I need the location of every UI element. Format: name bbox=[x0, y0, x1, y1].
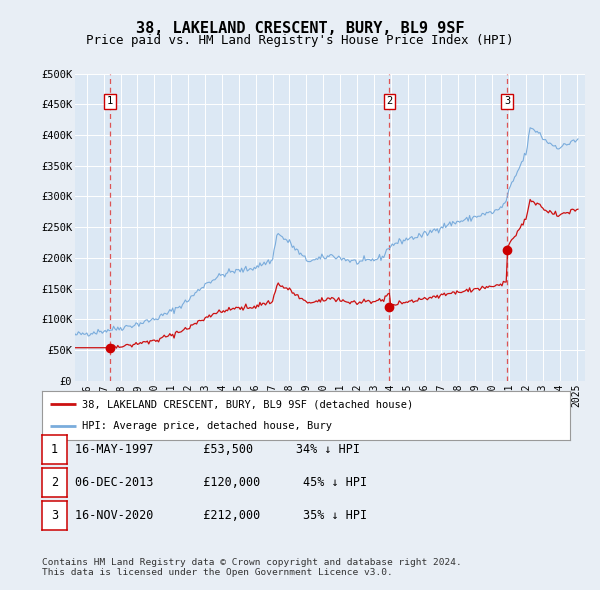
Text: 16-NOV-2020       £212,000      35% ↓ HPI: 16-NOV-2020 £212,000 35% ↓ HPI bbox=[75, 509, 367, 522]
Text: 38, LAKELAND CRESCENT, BURY, BL9 9SF (detached house): 38, LAKELAND CRESCENT, BURY, BL9 9SF (de… bbox=[82, 399, 413, 409]
Text: 16-MAY-1997       £53,500      34% ↓ HPI: 16-MAY-1997 £53,500 34% ↓ HPI bbox=[75, 443, 360, 456]
Text: 3: 3 bbox=[51, 509, 58, 522]
Text: HPI: Average price, detached house, Bury: HPI: Average price, detached house, Bury bbox=[82, 421, 332, 431]
Text: Price paid vs. HM Land Registry's House Price Index (HPI): Price paid vs. HM Land Registry's House … bbox=[86, 34, 514, 47]
Text: 3: 3 bbox=[504, 96, 510, 106]
Text: Contains HM Land Registry data © Crown copyright and database right 2024.
This d: Contains HM Land Registry data © Crown c… bbox=[42, 558, 462, 577]
Text: 2: 2 bbox=[51, 476, 58, 489]
Text: 2: 2 bbox=[386, 96, 392, 106]
Text: 1: 1 bbox=[107, 96, 113, 106]
Text: 38, LAKELAND CRESCENT, BURY, BL9 9SF: 38, LAKELAND CRESCENT, BURY, BL9 9SF bbox=[136, 21, 464, 35]
Text: 1: 1 bbox=[51, 443, 58, 456]
Text: 06-DEC-2013       £120,000      45% ↓ HPI: 06-DEC-2013 £120,000 45% ↓ HPI bbox=[75, 476, 367, 489]
